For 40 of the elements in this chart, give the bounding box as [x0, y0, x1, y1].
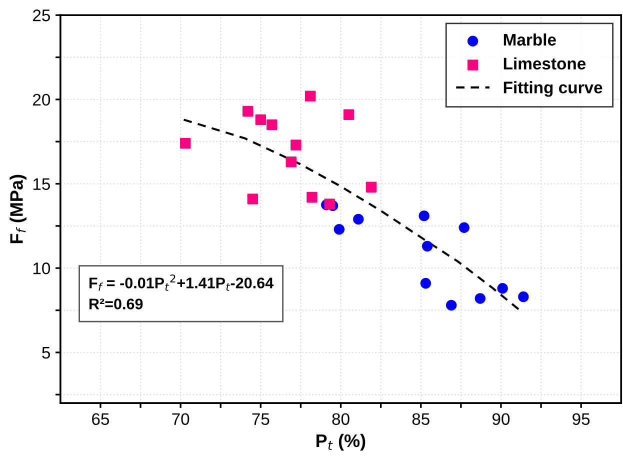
point — [420, 278, 432, 289]
point — [286, 156, 296, 168]
point — [255, 114, 266, 126]
x-tick-label: 65 — [92, 413, 110, 426]
y-axis-title: F$_{f}$ (MPa) — [10, 174, 26, 244]
y-tick-label: 20 — [33, 94, 50, 106]
point — [353, 214, 364, 225]
x-axis-title: P$_{t}$ (%) — [316, 434, 366, 451]
y-tick-label: 5 — [42, 347, 50, 359]
x-tick-label: 95 — [572, 413, 590, 426]
point — [366, 182, 377, 193]
y-tick-label: 10 — [33, 262, 50, 274]
point — [304, 90, 316, 102]
legend-label: Fitting curve — [504, 81, 602, 97]
point — [242, 106, 254, 117]
point — [324, 198, 335, 210]
point — [334, 224, 345, 235]
point — [290, 140, 302, 150]
point — [306, 192, 318, 203]
point — [180, 138, 191, 149]
x-tick-label: 70 — [172, 413, 190, 426]
point — [266, 119, 278, 130]
legend-label: Marble — [504, 33, 556, 46]
x-tick-label: 85 — [412, 413, 430, 426]
point — [446, 300, 457, 311]
point — [518, 291, 529, 302]
point — [422, 240, 433, 252]
x-tick-label: 80 — [332, 413, 350, 426]
point — [343, 109, 354, 120]
x-tick-label: 75 — [252, 413, 270, 426]
point — [458, 222, 470, 233]
point — [247, 194, 258, 204]
point — [418, 210, 430, 222]
point — [497, 282, 508, 294]
text: F$_{f}$ = -0.01P$_{t}$$^{2}$+1.41P$_{t}$-20.64 R²=0.69 — [89, 274, 274, 310]
y-tick-label: 25 — [33, 10, 50, 22]
x-tick-label: 90 — [492, 413, 510, 426]
legend-label: Limestone — [504, 57, 586, 70]
y-tick-label: 15 — [33, 178, 50, 190]
point — [474, 293, 486, 304]
